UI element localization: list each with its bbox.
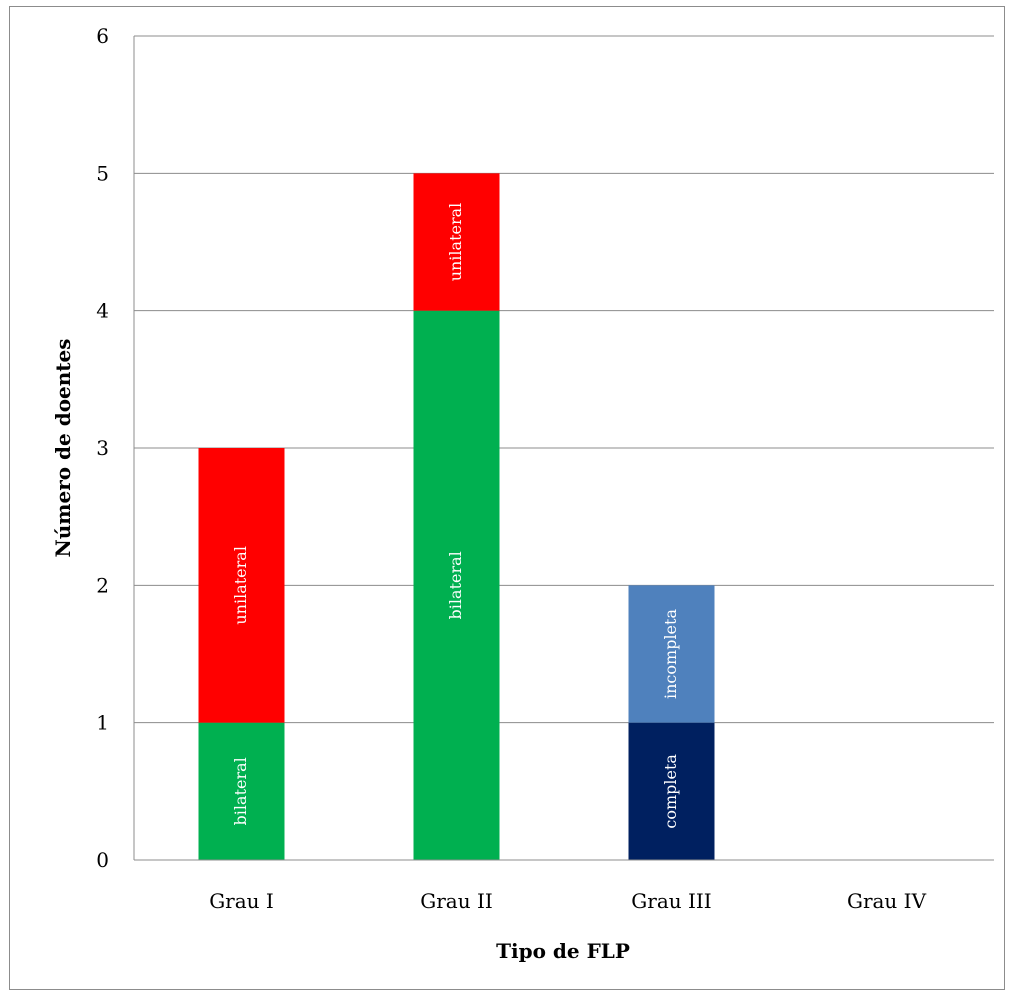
bar-segment-label: incompleta	[661, 609, 680, 699]
axes	[133, 36, 994, 861]
y-axis-title: Número de doentes	[51, 338, 75, 557]
x-tick-label: Grau III	[631, 889, 711, 913]
bar-segment-label: unilateral	[446, 203, 465, 282]
y-tick-label: 2	[96, 573, 109, 597]
x-tick-label: Grau II	[420, 889, 493, 913]
y-tick-label: 1	[96, 711, 109, 735]
x-axis-title: Tipo de FLP	[496, 939, 630, 963]
bar-segment	[628, 722, 715, 860]
bar-segment	[413, 173, 500, 311]
y-tick-label: 5	[96, 161, 109, 185]
bar-segment-label: bilateral	[231, 757, 250, 825]
tick-labels: 0 1 2 3 4 5 6 Grau I Grau II Grau III Grau IV	[96, 24, 926, 913]
bar-segment	[628, 585, 715, 723]
y-tick-label: 4	[96, 299, 109, 323]
y-tick-label: 3	[96, 436, 109, 460]
x-tick-label: Grau IV	[847, 889, 927, 913]
bar-segment	[198, 722, 285, 860]
x-tick-label: Grau I	[209, 889, 274, 913]
bar-segment	[413, 310, 500, 861]
y-tick-label: 6	[96, 24, 109, 48]
y-tick-label: 0	[96, 848, 109, 872]
bar-segment-label: bilateral	[446, 551, 465, 619]
bars: bilateral unilateral bilateral unilateral co…	[198, 173, 715, 861]
bar-segment-label: completa	[661, 754, 680, 829]
chart-frame	[9, 6, 1005, 990]
bar-segment-label: unilateral	[231, 546, 250, 625]
bar-segment	[198, 448, 285, 723]
